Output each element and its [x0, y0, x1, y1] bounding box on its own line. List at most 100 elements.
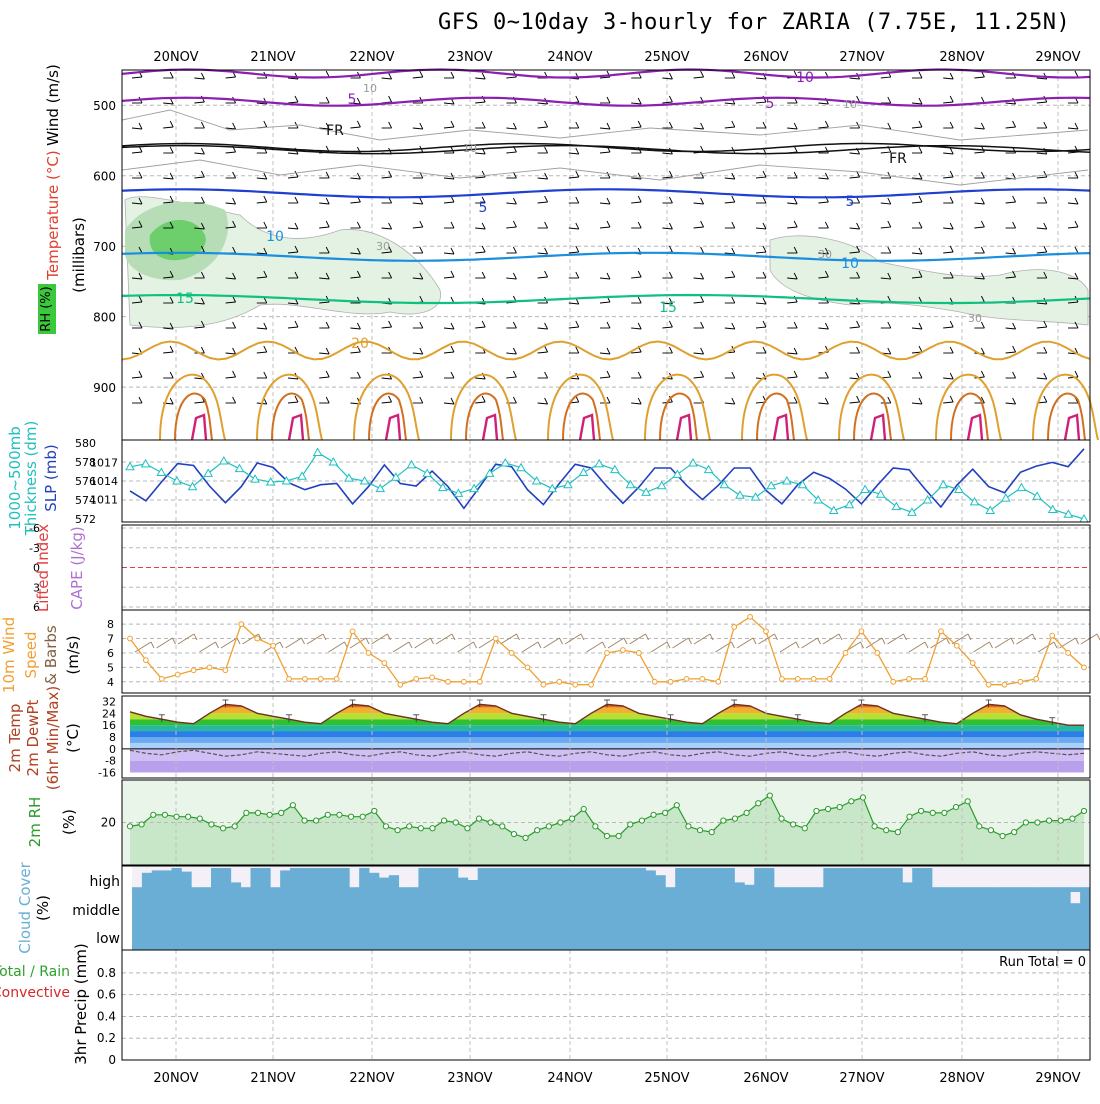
wind-barb	[200, 147, 205, 155]
wind-barb	[263, 120, 268, 128]
rh-2m-point	[999, 832, 1006, 840]
wind-10m-barb	[236, 637, 241, 645]
wind-barb	[911, 252, 923, 255]
rh-2m-point	[231, 823, 238, 830]
wind-barb	[700, 122, 705, 130]
rh-2m-point	[603, 832, 611, 840]
wind-barb	[700, 70, 705, 78]
wind-barb	[943, 377, 954, 380]
cloud-bar-middle	[211, 892, 222, 920]
wind-barb	[443, 201, 455, 204]
wind-10m-barb	[258, 633, 262, 641]
cloud-bar-low	[250, 920, 261, 950]
cloud-bar-middle	[527, 892, 538, 920]
wind-10m-barb	[1010, 637, 1015, 645]
wind-barb	[575, 346, 580, 354]
wind-barb	[943, 251, 954, 254]
wind-barb	[949, 196, 954, 204]
cloud-bar-low	[527, 920, 538, 950]
thickness-point	[156, 467, 167, 476]
rh-2m-point	[313, 817, 320, 824]
thickness-point	[359, 475, 370, 485]
wind-10m-barb	[408, 641, 413, 649]
wind-barb	[693, 127, 704, 130]
wind-speed-point	[492, 635, 499, 642]
wind-10m-barb	[817, 637, 821, 645]
wind-barb	[787, 352, 798, 355]
wind-barb	[637, 397, 642, 405]
cloud-bar-middle	[892, 892, 903, 920]
wind-barb	[450, 270, 455, 278]
wind-barb	[980, 122, 985, 130]
wind-barb	[1036, 227, 1047, 230]
wind-barb	[949, 121, 954, 129]
wind-barb	[724, 201, 735, 204]
date-label-top: 23NOV	[447, 50, 492, 65]
wind-speed-point	[286, 676, 292, 682]
precip-tick-label: 0.6	[97, 988, 116, 1002]
wind-barb	[256, 177, 267, 180]
wind-barb	[731, 195, 736, 203]
wind-barb	[824, 247, 829, 255]
wind-barb	[693, 76, 704, 79]
wind-10m-barb	[177, 633, 195, 645]
wind-barb	[381, 77, 392, 80]
wind-barb	[450, 322, 455, 330]
contour-label: 30	[968, 312, 982, 325]
date-label-top: 29NOV	[1035, 50, 1080, 65]
wind-barb	[724, 402, 735, 405]
wind-speed-point	[620, 647, 626, 653]
isotherm-line	[121, 293, 1091, 305]
wind-10m-barb	[322, 633, 327, 641]
isotherm-line	[950, 392, 989, 441]
cloud-bar-middle	[566, 892, 577, 920]
rh-2m-point	[848, 798, 855, 805]
wind-barb	[419, 70, 424, 78]
wind-barb	[943, 77, 954, 80]
date-label-top: 27NOV	[839, 50, 884, 65]
wind-speed-point	[476, 678, 483, 685]
cloud-bar-low	[1010, 920, 1022, 950]
wind-barb	[606, 246, 611, 254]
wind-10m-barb	[301, 637, 305, 645]
wind-barb	[356, 270, 361, 278]
wind-barb	[793, 122, 798, 130]
date-label-top: 21NOV	[250, 50, 295, 65]
cloud-bar-high	[981, 887, 992, 892]
cloud-bar-low	[369, 920, 380, 950]
wind-barb	[232, 171, 237, 179]
cloud-bar-middle	[912, 892, 923, 920]
wind-barb	[481, 271, 486, 279]
wind-10m-barb	[172, 637, 176, 645]
isotherm-line	[1063, 413, 1081, 441]
wind-barb	[668, 346, 673, 354]
wind-barb	[443, 102, 455, 105]
rh-2m-point	[301, 817, 308, 824]
wind-barb	[1043, 170, 1048, 178]
wind-barb	[918, 270, 923, 278]
wind-barb	[787, 202, 798, 205]
wind-barb	[700, 197, 705, 205]
wind-10m-barb	[199, 641, 216, 653]
thickness-point	[218, 456, 229, 465]
temp-tick-label: 0	[109, 743, 116, 756]
wind-speed-point	[731, 624, 738, 630]
rh-2m-point	[196, 815, 203, 822]
wind-barb	[169, 146, 174, 154]
isotherm-line	[547, 373, 614, 441]
cape-axis-label: CAPE (J/kg)	[68, 526, 86, 609]
cloud-bar-low	[191, 920, 202, 950]
rh-2m-point	[382, 823, 390, 830]
wind-barb	[200, 271, 205, 279]
thickness-point	[1016, 482, 1027, 492]
rh-2m-point	[1045, 817, 1053, 824]
wind-speed-point	[985, 681, 992, 688]
temp-color-band	[130, 760, 1084, 773]
cloud-bar-low	[734, 920, 745, 950]
wind-barb	[637, 221, 642, 229]
wind-tick-label: 7	[107, 633, 114, 646]
wind-barb	[225, 376, 236, 379]
wind-barb	[325, 370, 330, 378]
cloud-bar-middle	[764, 892, 775, 920]
wind-barb	[887, 246, 892, 254]
